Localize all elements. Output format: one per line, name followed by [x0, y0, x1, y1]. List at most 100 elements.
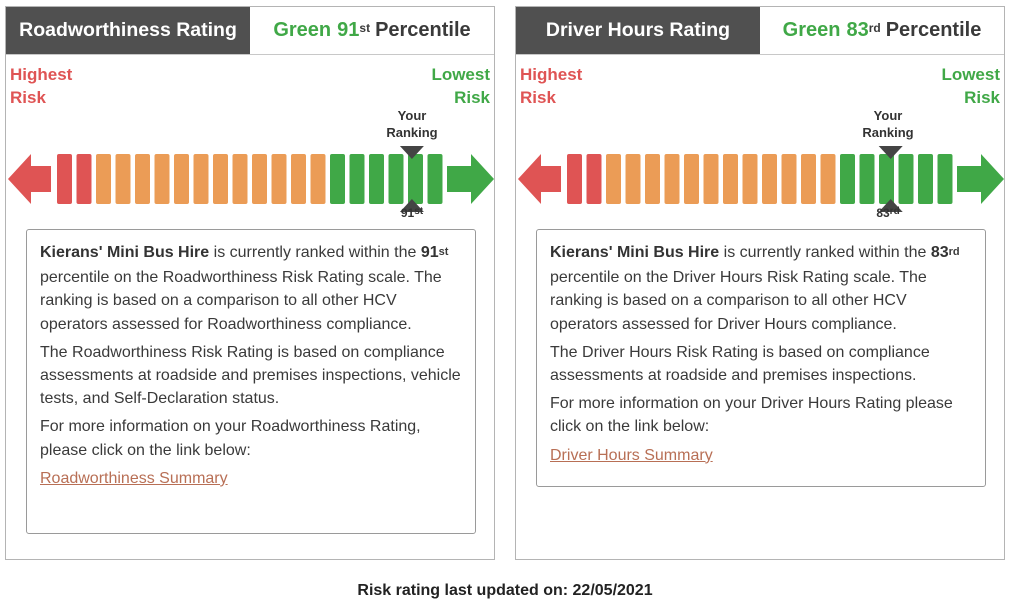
- scale-segment: [625, 154, 641, 204]
- scale-segment: [76, 154, 92, 204]
- info-link-row: Driver Hours Summary: [550, 444, 972, 467]
- right-arrow-icon: [447, 154, 494, 204]
- operator-name: Kierans' Mini Bus Hire: [40, 244, 210, 261]
- lowest-risk-label: Lowest Risk: [431, 63, 490, 109]
- ranking-text: Ranking: [386, 125, 438, 140]
- highest-risk-text: Risk: [520, 88, 556, 107]
- lowest-risk-label: Lowest Risk: [941, 63, 1000, 109]
- info-paragraph-1: Kierans' Mini Bus Hire is currently rank…: [550, 241, 972, 336]
- scale-segment: [937, 154, 953, 204]
- risk-scale: [518, 146, 1004, 212]
- driver-hours-title: Driver Hours Rating: [516, 7, 760, 54]
- scale-segment: [859, 154, 875, 204]
- your-text: Your: [873, 108, 903, 123]
- scale-segment: [586, 154, 602, 204]
- right-arrow-icon: [957, 154, 1004, 204]
- info-text: percentile on the Driver Hours Risk Rati…: [550, 269, 927, 333]
- lowest-text: Lowest: [431, 65, 490, 84]
- rating-band: Green: [273, 19, 332, 41]
- your-ranking-label: Your Ranking: [858, 107, 918, 141]
- highest-text: Highest: [10, 65, 73, 84]
- rating-band: Green: [782, 19, 841, 41]
- scale-segment: [427, 154, 443, 204]
- info-paragraph-1: Kierans' Mini Bus Hire is currently rank…: [40, 241, 462, 336]
- marker-number: 83: [876, 206, 890, 220]
- marker-percentile: 83rd: [868, 206, 908, 220]
- scale-segment: [154, 154, 170, 204]
- marker-percentile: 91st: [392, 206, 432, 220]
- scale-segment: [57, 154, 72, 204]
- lowest-text: Lowest: [941, 65, 1000, 84]
- info-paragraph-3: For more information on your Driver Hour…: [550, 395, 953, 436]
- info-text: is currently ranked within the: [209, 244, 421, 261]
- highest-risk-text: Risk: [10, 88, 46, 107]
- highest-risk-label: Highest Risk: [520, 63, 582, 109]
- ranking-pointer-up-icon: [878, 199, 903, 212]
- scale-segment: [567, 154, 582, 204]
- scale-segment: [115, 154, 131, 204]
- scale-segment: [271, 154, 287, 204]
- info-paragraph-3: For more information on your Roadworthin…: [40, 418, 421, 459]
- roadworthiness-title: Roadworthiness Rating: [6, 7, 250, 54]
- scale-segment: [193, 154, 209, 204]
- your-ranking-label: Your Ranking: [382, 107, 442, 141]
- scale-segment: [135, 154, 150, 204]
- scale-segment: [291, 154, 306, 204]
- scale-segment: [723, 154, 738, 204]
- scale-segment: [840, 154, 855, 204]
- percentile-word: Percentile: [375, 19, 471, 41]
- driver-hours-info-box: Kierans' Mini Bus Hire is currently rank…: [536, 229, 986, 487]
- scale-segment: [232, 154, 248, 204]
- scale-segment: [310, 154, 326, 204]
- info-suffix: rd: [948, 246, 960, 258]
- ranking-text: Ranking: [862, 125, 914, 140]
- scale-segment: [606, 154, 621, 204]
- scale-segment: [349, 154, 365, 204]
- scale-segment: [879, 154, 894, 204]
- scale-segment: [781, 154, 797, 204]
- info-suffix: st: [438, 246, 449, 258]
- roadworthiness-summary-link[interactable]: Roadworthiness Summary: [40, 469, 228, 487]
- lowest-risk-text: Risk: [454, 88, 490, 107]
- ranking-pointer-down-icon: [878, 146, 903, 159]
- risk-scale: [8, 146, 494, 212]
- scale-segment: [408, 154, 423, 204]
- percentile-number: 91: [337, 19, 360, 41]
- percentile-suffix: st: [359, 20, 371, 35]
- scale-segment: [664, 154, 680, 204]
- marker-suffix: st: [414, 206, 424, 217]
- scale-segment: [898, 154, 914, 204]
- scale-segment: [918, 154, 933, 204]
- info-text: is currently ranked within the: [719, 244, 931, 261]
- info-percentile: 83: [930, 244, 949, 261]
- operator-name: Kierans' Mini Bus Hire: [550, 244, 720, 261]
- scale-segment: [684, 154, 699, 204]
- marker-number: 91: [400, 206, 415, 220]
- scale-segment: [801, 154, 816, 204]
- scale-segment: [820, 154, 836, 204]
- scale-segment: [330, 154, 345, 204]
- lowest-risk-text: Risk: [964, 88, 1000, 107]
- info-paragraph-2: The Roadworthiness Risk Rating is based …: [40, 343, 461, 408]
- info-link-row: Roadworthiness Summary: [40, 467, 462, 490]
- scale-segment: [369, 154, 384, 204]
- info-paragraph-2: The Driver Hours Risk Rating is based on…: [550, 343, 930, 385]
- roadworthiness-info-box: Kierans' Mini Bus Hire is currently rank…: [26, 229, 476, 534]
- scale-segment: [762, 154, 777, 204]
- scale-segment: [742, 154, 758, 204]
- scale-segment: [96, 154, 111, 204]
- left-arrow-icon: [8, 154, 51, 204]
- highest-text: Highest: [520, 65, 583, 84]
- highest-risk-label: Highest Risk: [10, 63, 72, 109]
- left-arrow-icon: [518, 154, 561, 204]
- info-text: percentile on the Roadworthiness Risk Ra…: [40, 269, 442, 333]
- info-percentile: 91: [420, 244, 439, 261]
- driver-hours-summary-link[interactable]: Driver Hours Summary: [550, 446, 713, 464]
- scale-segment: [388, 154, 404, 204]
